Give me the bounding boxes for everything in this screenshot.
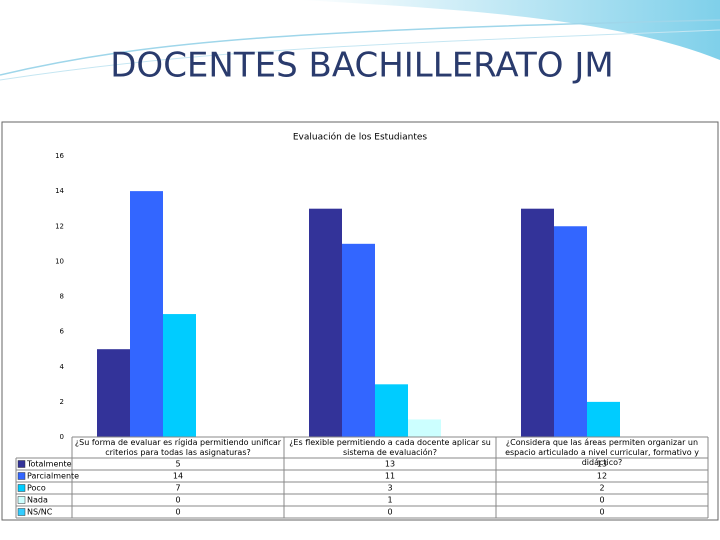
table-value: 13 [385, 460, 395, 469]
table-value: 0 [175, 508, 180, 517]
y-tick-label: 16 [55, 152, 64, 160]
table-value: 13 [597, 460, 607, 469]
y-tick-label: 12 [55, 222, 64, 230]
table-value: 5 [175, 460, 180, 469]
bar [521, 208, 554, 437]
slide-title: DOCENTES BACHILLERATO JM [110, 46, 614, 86]
bar [163, 314, 196, 437]
legend-swatch [17, 508, 26, 516]
table-value: 0 [599, 496, 604, 505]
table-value: 0 [387, 508, 392, 517]
table-value: 12 [597, 472, 607, 481]
table-value: 7 [175, 484, 180, 493]
bar [130, 191, 163, 437]
legend-swatch [17, 460, 26, 468]
y-tick-label: 0 [60, 433, 64, 441]
y-tick-label: 6 [60, 328, 65, 336]
decoration [300, 0, 720, 60]
table-value: 14 [173, 472, 183, 481]
legend-swatch [17, 484, 26, 492]
y-tick-label: 4 [60, 363, 65, 371]
decoration [0, 19, 720, 76]
bar [97, 349, 130, 437]
x-tick-label: ¿Considera que las áreas permiten organi… [505, 438, 699, 467]
y-tick-label: 2 [60, 398, 64, 406]
table-value: 1 [387, 496, 392, 505]
table-value: 0 [175, 496, 180, 505]
x-tick-label: ¿Es flexible permitiendo a cada docente … [289, 438, 491, 457]
x-tick-label: ¿Su forma de evaluar es rígida permitien… [74, 438, 282, 457]
decoration [0, 29, 720, 81]
legend-label: Totalmente [26, 460, 72, 469]
legend-label: Poco [27, 484, 46, 493]
bar [309, 208, 342, 437]
table-value: 0 [599, 508, 604, 517]
y-tick-label: 8 [60, 293, 64, 301]
bar [375, 384, 408, 437]
chart-title: Evaluación de los Estudiantes [293, 132, 428, 143]
bar [408, 419, 441, 437]
y-tick-label: 14 [55, 187, 64, 195]
y-tick-label: 10 [55, 257, 64, 265]
bar [342, 243, 375, 437]
bar [554, 226, 587, 437]
bar [587, 401, 620, 437]
legend-label: Nada [27, 496, 48, 505]
table-value: 11 [385, 472, 395, 481]
legend-swatch [17, 472, 26, 480]
legend-label: Parcialmente [27, 472, 79, 481]
table-value: 3 [387, 484, 392, 493]
table-value: 2 [599, 484, 604, 493]
legend-swatch [17, 496, 26, 504]
legend-label: NS/NC [27, 508, 53, 517]
